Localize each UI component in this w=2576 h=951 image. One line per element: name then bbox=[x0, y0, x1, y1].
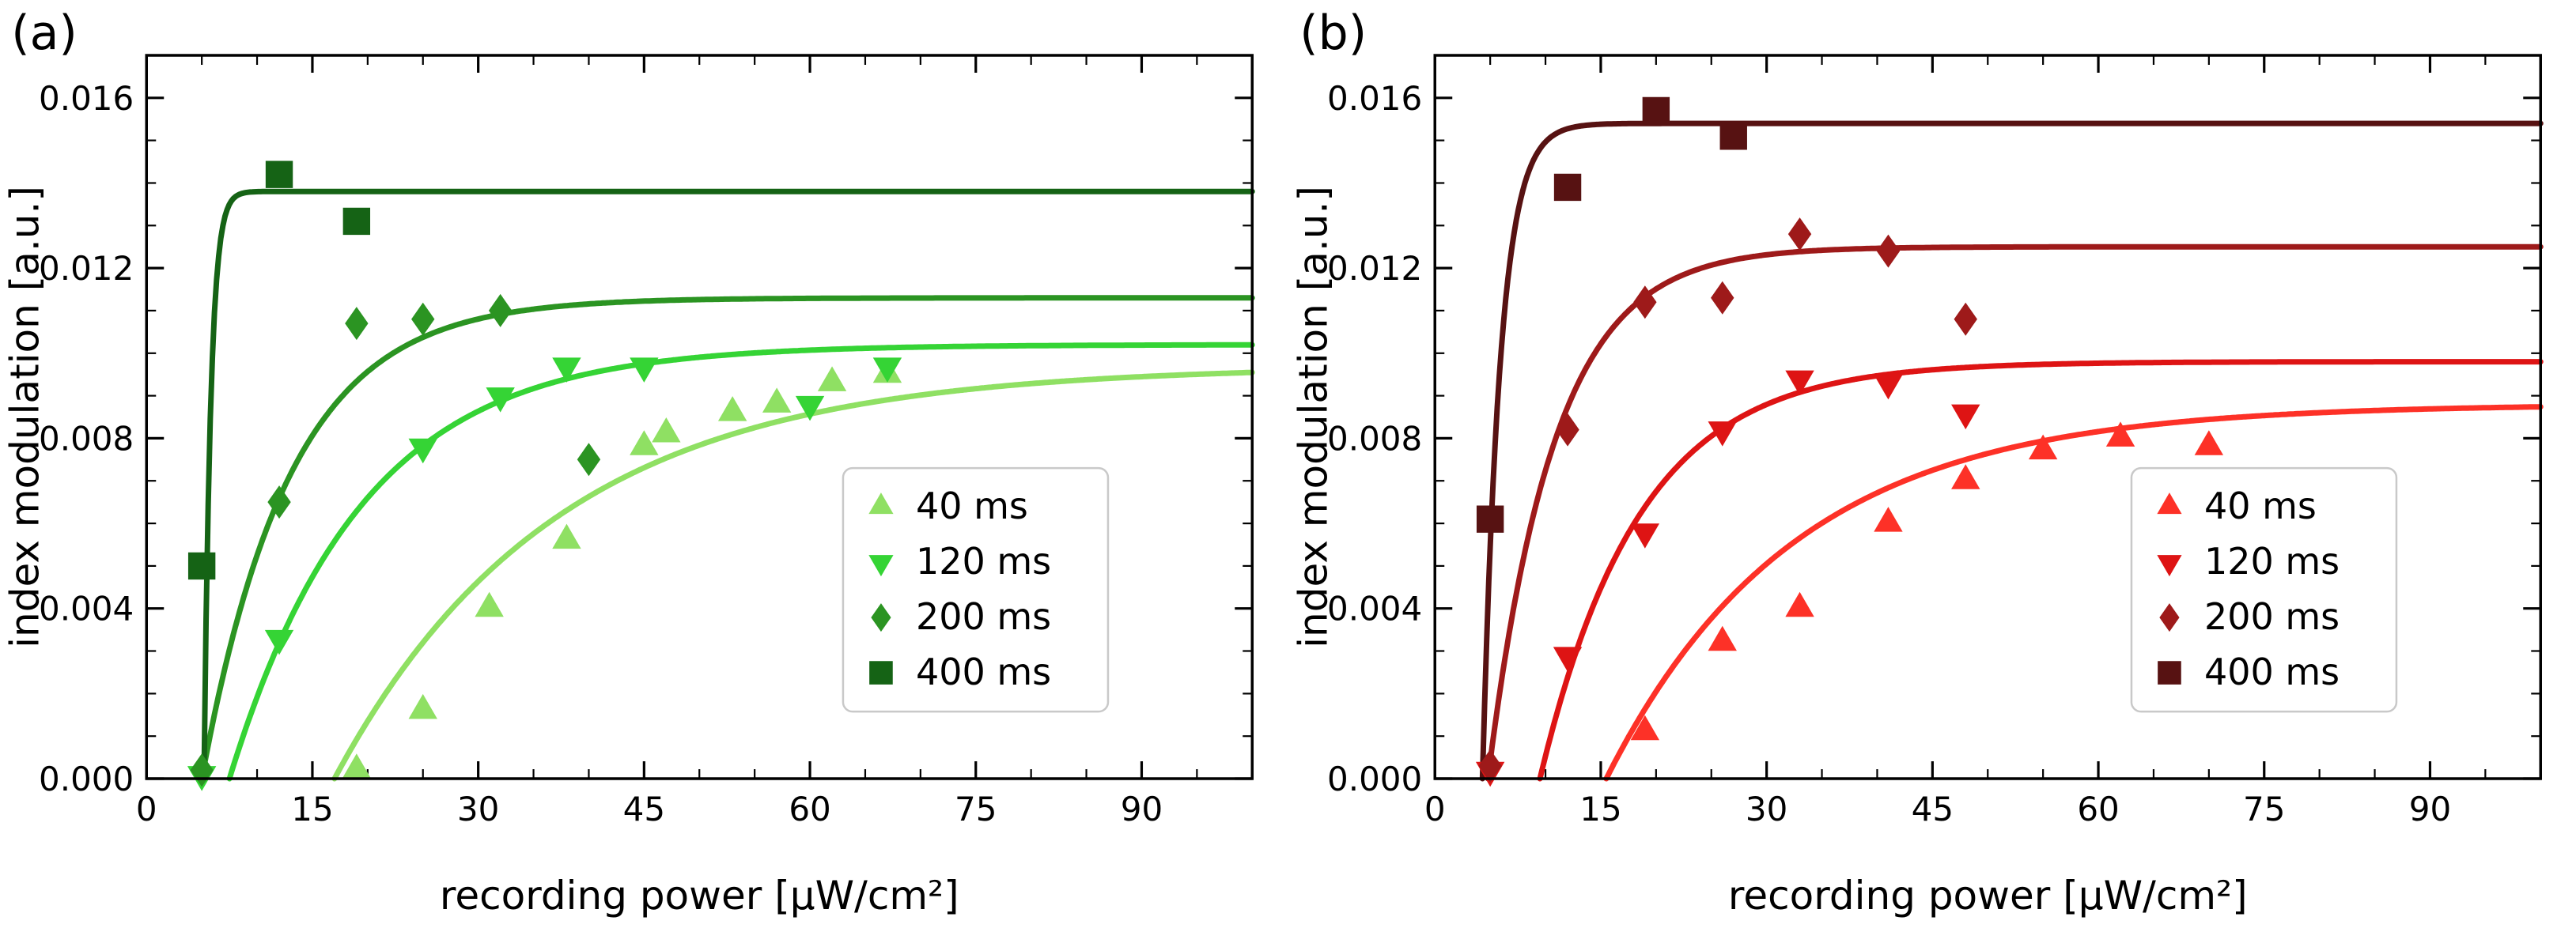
series-curve-400-ms bbox=[201, 188, 1255, 782]
y-tick-label: 0.004 bbox=[39, 590, 134, 628]
legend-label: 40 ms bbox=[2203, 485, 2316, 527]
y-axis-label: index modulation [a.u.] bbox=[2, 186, 47, 648]
y-tick-label: 0.016 bbox=[1327, 79, 1422, 118]
y-tick-label: 0.012 bbox=[1327, 249, 1422, 288]
x-tick-label: 75 bbox=[955, 790, 997, 828]
y-tick-label: 0.000 bbox=[39, 760, 134, 798]
chart-a-canvas: 0 15 30 45 60 75 90 0.000 0.004 0.008 0.012 0.016 40… bbox=[2, 6, 1255, 919]
x-tick-label: 45 bbox=[1911, 790, 1953, 828]
series-curve-120-ms bbox=[1537, 359, 2544, 782]
series-points-400-ms bbox=[1476, 96, 1747, 533]
y-tick-label: 0.008 bbox=[1327, 419, 1422, 458]
series-points-120-ms bbox=[187, 357, 902, 791]
series-points-400-ms bbox=[187, 160, 371, 580]
x-tick-label: 45 bbox=[623, 790, 665, 828]
legend-marker-triangle-down bbox=[868, 555, 894, 577]
legend-marker-square bbox=[869, 661, 893, 685]
series-curve-200-ms bbox=[199, 295, 1255, 782]
series-curve-40-ms bbox=[331, 369, 1255, 782]
series-curve-200-ms bbox=[1485, 243, 2544, 782]
chart-b-canvas: 0 15 30 45 60 75 90 0.000 0.004 0.008 0.012 0.016 40… bbox=[1290, 6, 2544, 919]
x-tick-label: 15 bbox=[1579, 790, 1621, 828]
y-tick-label: 0.012 bbox=[39, 249, 134, 288]
x-tick-label: 75 bbox=[2243, 790, 2285, 828]
legend-label: 400 ms bbox=[2203, 651, 2339, 693]
legend: 40 ms 120 ms 200 ms 400 ms bbox=[2130, 466, 2397, 713]
legend-marker-triangle-down bbox=[2156, 555, 2182, 577]
panel-b: 0 15 30 45 60 75 90 0.000 0.004 0.008 0.012 0.016 40… bbox=[1288, 0, 2576, 951]
legend-marker-triangle-up bbox=[868, 492, 894, 515]
x-tick-label: 30 bbox=[457, 790, 499, 828]
y-tick-label: 0.016 bbox=[39, 79, 134, 118]
x-axis-label: recording power [µW/cm²] bbox=[440, 873, 959, 919]
legend-marker-square bbox=[2157, 661, 2181, 685]
legend-label: 200 ms bbox=[916, 595, 1051, 638]
y-tick-label: 0.004 bbox=[1327, 590, 1422, 628]
series-points-120-ms bbox=[1475, 370, 1980, 787]
x-tick-label: 0 bbox=[1424, 790, 1445, 828]
y-tick-label: 0.000 bbox=[1327, 760, 1422, 798]
panel-a: 0 15 30 45 60 75 90 0.000 0.004 0.008 0.012 0.016 40… bbox=[2, 6, 1255, 919]
legend-label: 40 ms bbox=[916, 485, 1028, 527]
legend-label: 120 ms bbox=[916, 540, 1051, 583]
x-tick-label: 90 bbox=[2408, 790, 2450, 828]
legend-label: 200 ms bbox=[2203, 595, 2339, 638]
axes: 0 15 30 45 60 75 90 0.000 0.004 0.008 0.012 0.016 bbox=[39, 54, 1254, 828]
series-points-40-ms bbox=[342, 357, 902, 779]
panel-label: (a) bbox=[11, 6, 78, 61]
x-tick-label: 15 bbox=[291, 790, 333, 828]
series-curve-120-ms bbox=[226, 342, 1255, 782]
x-tick-label: 60 bbox=[789, 790, 830, 828]
panel-label: (b) bbox=[1299, 6, 1367, 61]
legend: 40 ms 120 ms 200 ms 400 ms bbox=[842, 466, 1110, 713]
axes: 0 15 30 45 60 75 90 0.000 0.004 0.008 0.012 0.016 bbox=[1327, 54, 2541, 828]
legend-marker-triangle-up bbox=[2156, 492, 2182, 515]
series-points-200-ms bbox=[1477, 217, 1977, 783]
legend-label: 400 ms bbox=[916, 651, 1051, 693]
x-tick-label: 0 bbox=[136, 790, 157, 828]
y-tick-label: 0.008 bbox=[39, 419, 134, 458]
y-axis-label: index modulation [a.u.] bbox=[1290, 186, 1336, 648]
series-points-40-ms bbox=[1630, 421, 2223, 741]
legend-marker-diamond bbox=[871, 603, 891, 632]
x-axis-label: recording power [µW/cm²] bbox=[1727, 873, 2247, 919]
legend-marker-diamond bbox=[2158, 603, 2180, 632]
x-tick-label: 30 bbox=[1745, 790, 1787, 828]
series-curve-40-ms bbox=[1602, 404, 2544, 782]
legend-label: 120 ms bbox=[2203, 540, 2339, 583]
plot-box bbox=[145, 54, 1254, 780]
x-tick-label: 90 bbox=[1121, 790, 1163, 828]
x-tick-label: 60 bbox=[2077, 790, 2119, 828]
plot-box bbox=[1433, 54, 2542, 780]
